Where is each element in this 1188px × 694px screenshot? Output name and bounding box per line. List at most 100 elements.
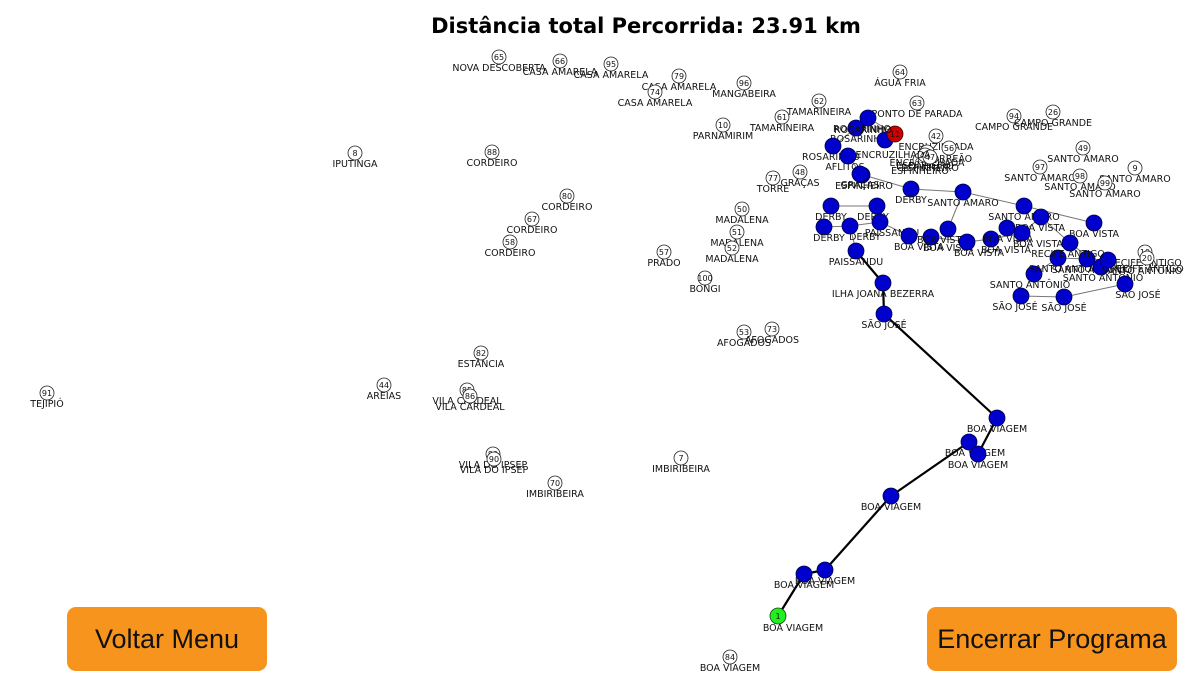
node-label-madalena: MADALENA (715, 215, 769, 226)
node-label-imbiribeira: IMBIRIBEIRA (652, 464, 710, 475)
node-label-afogados: AFOGADOS (745, 335, 799, 346)
node-number: 50 (737, 205, 747, 214)
node-label-rosarinho: ROSARINHO (834, 125, 892, 136)
node-label-recife-antigo: RECIFE ANTIGO (1031, 249, 1105, 260)
graph-edge (1023, 205, 1095, 224)
visited-node: SANTO ANTÔNIO (1099, 251, 1182, 277)
node-label-tamarineira: TAMARINEIRA (749, 123, 815, 134)
node-number: 62 (814, 97, 824, 106)
graph-edge (1063, 283, 1126, 298)
node-label-recife-antigo: RECIFE ANTIGO (1110, 264, 1184, 275)
node-number: 100 (697, 274, 712, 283)
node-number: 63 (912, 99, 922, 108)
node-number: 79 (674, 72, 684, 81)
node-label-casa-amarela: CASA AMARELA (642, 82, 717, 93)
node-label-sao-jose: SÃO JOSÉ (1041, 302, 1086, 314)
node-label-santo-amaro: SANTO AMARO (1044, 182, 1115, 193)
node-label-cordeiro: CORDEIRO (542, 202, 593, 213)
node-number: 57 (659, 248, 669, 257)
visited-node: BOA VIAGEM (948, 445, 1008, 471)
node-label-sao-jose: SÃO JOSÉ (992, 301, 1037, 313)
node-label-vila-do-ipsep: VILA DO IPSEP (460, 465, 529, 476)
node-label-torreao: TORREÃO (925, 154, 972, 165)
node-label-santo-amaro: SANTO AMARO (1004, 173, 1075, 184)
visited-node: AFLITOS (825, 147, 865, 173)
node-label-boa-vista: BOA VISTA (894, 242, 945, 253)
node-number: 94 (1009, 112, 1019, 121)
node-label-cordeiro: CORDEIRO (507, 225, 558, 236)
node-number: 47 (925, 153, 935, 162)
node-number: 97 (1035, 163, 1045, 172)
node-label-espinheiro: ESPINHEIRO (891, 166, 949, 177)
node-label-sao-jose: SÃO JOSÉ (1115, 289, 1160, 301)
node-label-agua-fria: ÁGUA FRIA (874, 77, 926, 89)
node-label-madalena: MADALENA (705, 254, 759, 265)
node-number: 61 (777, 113, 787, 122)
node-label-nova-descoberta: NOVA DESCOBERTA (452, 63, 546, 74)
node-label-boa-vista: BOA VISTA (981, 245, 1032, 256)
node-label-boa-viagem: BOA VIAGEM (948, 460, 1008, 471)
node-label-espinheiro: ESPINHEIRO (835, 181, 893, 192)
node-label-parnamirim: PARNAMIRIM (693, 131, 753, 142)
back-to-menu-button[interactable]: Voltar Menu (67, 607, 267, 671)
node-label-bongi: BONGI (689, 284, 720, 295)
node-number: 74 (650, 88, 660, 97)
node-number: 45 (915, 156, 925, 165)
node-label-derby: DERBY (815, 212, 847, 223)
graph-edge (910, 188, 964, 193)
visited-node: BOA VISTA (894, 227, 945, 253)
node-label-gracas: GRAÇAS (780, 178, 819, 189)
node-number: 95 (606, 60, 616, 69)
node-label-boa-viagem: BOA VIAGEM (763, 623, 823, 634)
route-edge (890, 441, 970, 497)
visited-node: ROSARINHO (830, 119, 888, 145)
node-number: 90 (489, 455, 499, 464)
node-number: 58 (505, 238, 515, 247)
node-label-campo-grande: CAMPO GRANDE (1014, 118, 1092, 129)
visited-node: PAISSANDU (865, 213, 919, 239)
visited-node: RECIFE ANTIGO (1031, 234, 1105, 260)
node-label-boa-vista: BOA VISTA (917, 235, 968, 246)
visited-node: SANTO AMARO (927, 183, 999, 209)
node-number: 84 (725, 653, 735, 662)
end-program-button[interactable]: Encerrar Programa (927, 607, 1177, 671)
node-number: 98 (1075, 172, 1085, 181)
node-label-campo-grande: CAMPO GRANDE (975, 122, 1053, 133)
visited-node: BOA VIAGEM (774, 565, 834, 591)
node-label-casa-amarela: CASA AMARELA (574, 70, 649, 81)
node-label-afogados: AFOGADOS (717, 338, 771, 349)
visited-node: BOA VISTA (1069, 214, 1120, 240)
node-label-santo-antonio: SANTO ANTÔNIO (990, 279, 1070, 291)
visited-node: SÃO JOSÉ (861, 305, 907, 331)
start-node: 1 BOA VIAGEM (763, 607, 823, 634)
node-label-boa-vista: BOA VISTA (1069, 229, 1120, 240)
node-number: 1 (775, 612, 780, 621)
node-number: 11 (890, 130, 900, 139)
node-label-derby: DERBY (813, 233, 845, 244)
node-label-casa-amarela: CASA AMARELA (618, 98, 693, 109)
visited-node: BOA VIAGEM (861, 487, 921, 513)
node-label-boa-viagem: BOA VIAGEM (700, 663, 760, 674)
node-number: 73 (767, 325, 777, 334)
visited-node: SANTO ANTÔNIO (990, 265, 1070, 291)
node-number: 64 (895, 68, 905, 77)
node-label-derby: DERBY (895, 195, 927, 206)
node-label-santo-amaro: SANTO AMARO (1069, 189, 1140, 200)
